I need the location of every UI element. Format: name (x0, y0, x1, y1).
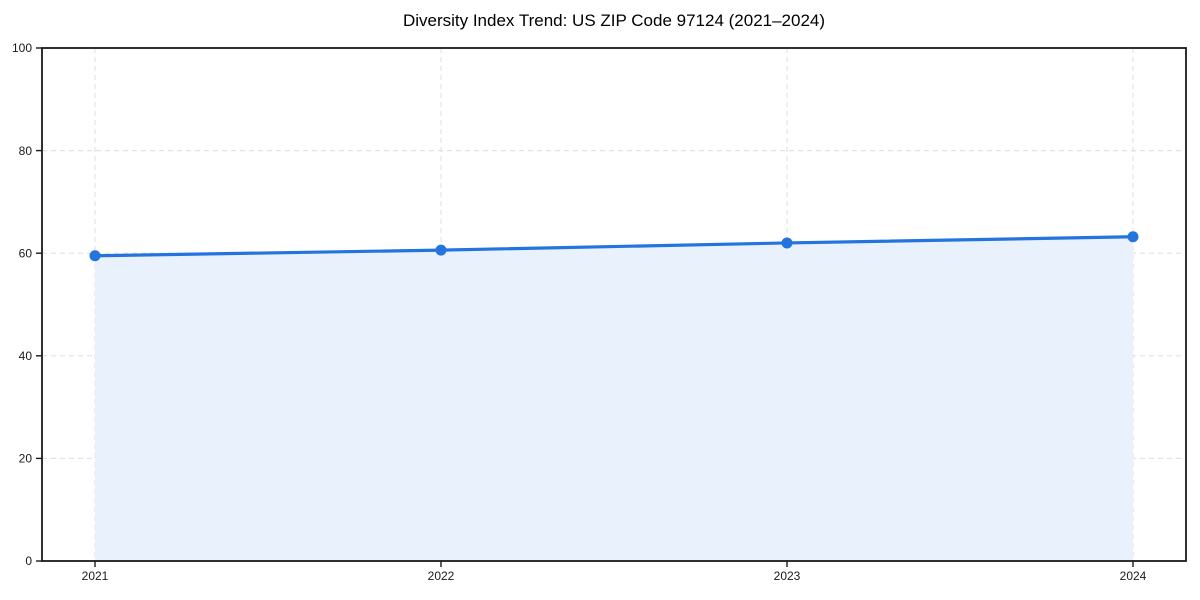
data-point-2024 (1127, 231, 1139, 243)
axes-spines (41, 47, 1187, 562)
trend-line (93, 235, 1135, 258)
data-point-2021 (89, 250, 101, 262)
data-point-2023 (781, 237, 793, 249)
y-tick-label: 80 (19, 144, 33, 158)
y-tick-label: 60 (19, 246, 33, 260)
x-tick-label: 2024 (1120, 569, 1147, 583)
data-point-2022 (435, 244, 447, 256)
y-tick-label: 100 (12, 41, 32, 55)
area-fill (95, 236, 1133, 561)
chart-title: Diversity Index Trend: US ZIP Code 97124… (402, 11, 826, 30)
x-tick-label: 2023 (774, 569, 801, 583)
y-tick-label: 20 (19, 452, 33, 466)
y-tick-label: 40 (19, 349, 33, 363)
x-tick-label: 2022 (428, 569, 455, 583)
x-tick-label: 2021 (82, 569, 109, 583)
y-tick-label: 0 (25, 554, 32, 568)
